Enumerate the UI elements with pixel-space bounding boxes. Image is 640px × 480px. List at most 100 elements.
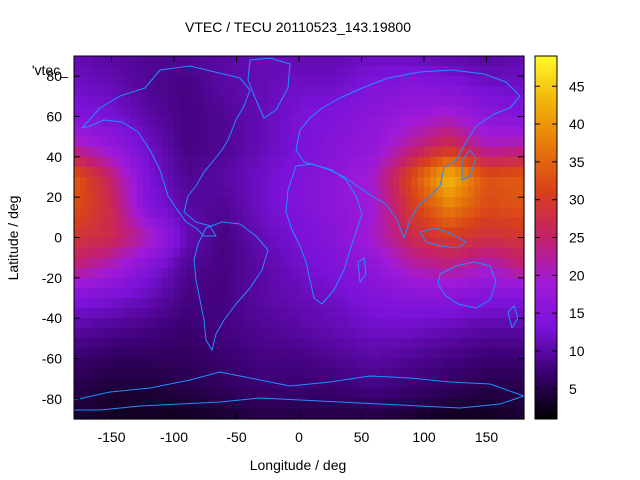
heatmap-cell — [455, 398, 463, 410]
heatmap-cell — [124, 227, 131, 239]
heatmap-cell — [280, 177, 288, 188]
heatmap-cell — [117, 207, 125, 218]
heatmap-cell — [136, 287, 144, 299]
heatmap-cell — [436, 257, 444, 269]
heatmap-cell — [399, 86, 406, 97]
heatmap-cell — [86, 116, 94, 128]
heatmap-cell — [505, 348, 513, 360]
heatmap-cell — [505, 217, 513, 229]
heatmap-cell — [467, 197, 475, 208]
heatmap-cell — [411, 257, 419, 269]
heatmap-cell — [355, 257, 363, 269]
heatmap-cell — [336, 267, 344, 279]
heatmap-cell — [267, 177, 275, 188]
heatmap-cell — [267, 308, 275, 319]
heatmap-cell — [130, 308, 138, 319]
heatmap-cell — [236, 338, 244, 350]
heatmap-cell — [174, 237, 181, 249]
heatmap-cell — [86, 207, 94, 218]
heatmap-cell — [417, 56, 425, 67]
heatmap-cell — [367, 227, 375, 239]
heatmap-cell — [392, 156, 400, 168]
heatmap-cell — [486, 308, 494, 319]
heatmap-cell — [199, 237, 206, 249]
heatmap-cell — [474, 56, 481, 67]
heatmap-cell — [205, 368, 213, 380]
heatmap-cell — [249, 408, 256, 420]
heatmap-cell — [155, 146, 163, 158]
heatmap-cell — [492, 126, 500, 138]
heatmap-cell — [436, 318, 444, 329]
heatmap-cell — [286, 408, 294, 420]
heatmap-cell — [374, 227, 381, 239]
heatmap-cell — [361, 116, 369, 128]
heatmap-cell — [267, 197, 275, 208]
heatmap-cell — [367, 298, 375, 309]
heatmap-cell — [211, 287, 219, 299]
heatmap-cell — [155, 338, 163, 350]
heatmap-cell — [124, 257, 131, 269]
heatmap-cell — [286, 287, 294, 299]
heatmap-cell — [286, 277, 294, 289]
heatmap-cell — [192, 287, 200, 299]
heatmap-cell — [155, 136, 163, 148]
heatmap-cell — [280, 348, 288, 360]
heatmap-cell — [492, 348, 500, 360]
heatmap-cell — [461, 106, 469, 118]
heatmap-cell — [211, 388, 219, 400]
heatmap-cell — [124, 207, 131, 218]
heatmap-cell — [374, 378, 381, 390]
heatmap-cell — [199, 298, 206, 309]
heatmap-cell — [311, 237, 319, 249]
heatmap-cell — [286, 136, 294, 148]
heatmap-cell — [105, 146, 113, 158]
heatmap-cell — [274, 197, 281, 208]
heatmap-cell — [280, 56, 288, 67]
heatmap-cell — [192, 398, 200, 410]
heatmap-cell — [261, 156, 269, 168]
heatmap-cell — [374, 146, 381, 158]
heatmap-cell — [286, 267, 294, 279]
heatmap-cell — [161, 56, 169, 67]
heatmap-cell — [199, 358, 206, 370]
heatmap-cell — [192, 217, 200, 229]
heatmap-cell — [267, 66, 275, 77]
heatmap-cell — [205, 247, 213, 259]
heatmap-cell — [236, 96, 244, 108]
heatmap-cell — [136, 86, 144, 97]
heatmap-cell — [211, 398, 219, 410]
heatmap-cell — [292, 177, 300, 188]
heatmap-cell — [230, 56, 238, 67]
heatmap-cell — [236, 388, 244, 400]
heatmap-cell — [205, 277, 213, 289]
heatmap-cell — [486, 207, 494, 218]
heatmap-cell — [274, 106, 281, 118]
heatmap-cell — [324, 197, 331, 208]
heatmap-cell — [136, 197, 144, 208]
heatmap-cell — [517, 56, 525, 67]
heatmap-cell — [499, 378, 506, 390]
heatmap-cell — [417, 126, 425, 138]
heatmap-cell — [317, 86, 325, 97]
heatmap-cell — [355, 328, 363, 339]
heatmap-cell — [417, 247, 425, 259]
heatmap-cell — [105, 86, 113, 97]
heatmap-cell — [417, 378, 425, 390]
heatmap-cell — [224, 298, 231, 309]
heatmap-cell — [455, 156, 463, 168]
heatmap-cell — [380, 287, 388, 299]
heatmap-cell — [461, 86, 469, 97]
heatmap-cell — [242, 287, 250, 299]
heatmap-cell — [480, 187, 488, 198]
heatmap-cell — [399, 96, 406, 108]
heatmap-cell — [367, 76, 375, 87]
heatmap-cell — [274, 156, 281, 168]
heatmap-cell — [330, 328, 338, 339]
heatmap-cell — [480, 408, 488, 420]
heatmap-cell — [292, 398, 300, 410]
heatmap-cell — [117, 237, 125, 249]
heatmap-cell — [224, 146, 231, 158]
heatmap-cell — [474, 277, 481, 289]
heatmap-cell — [286, 66, 294, 77]
heatmap-cell — [324, 156, 331, 168]
